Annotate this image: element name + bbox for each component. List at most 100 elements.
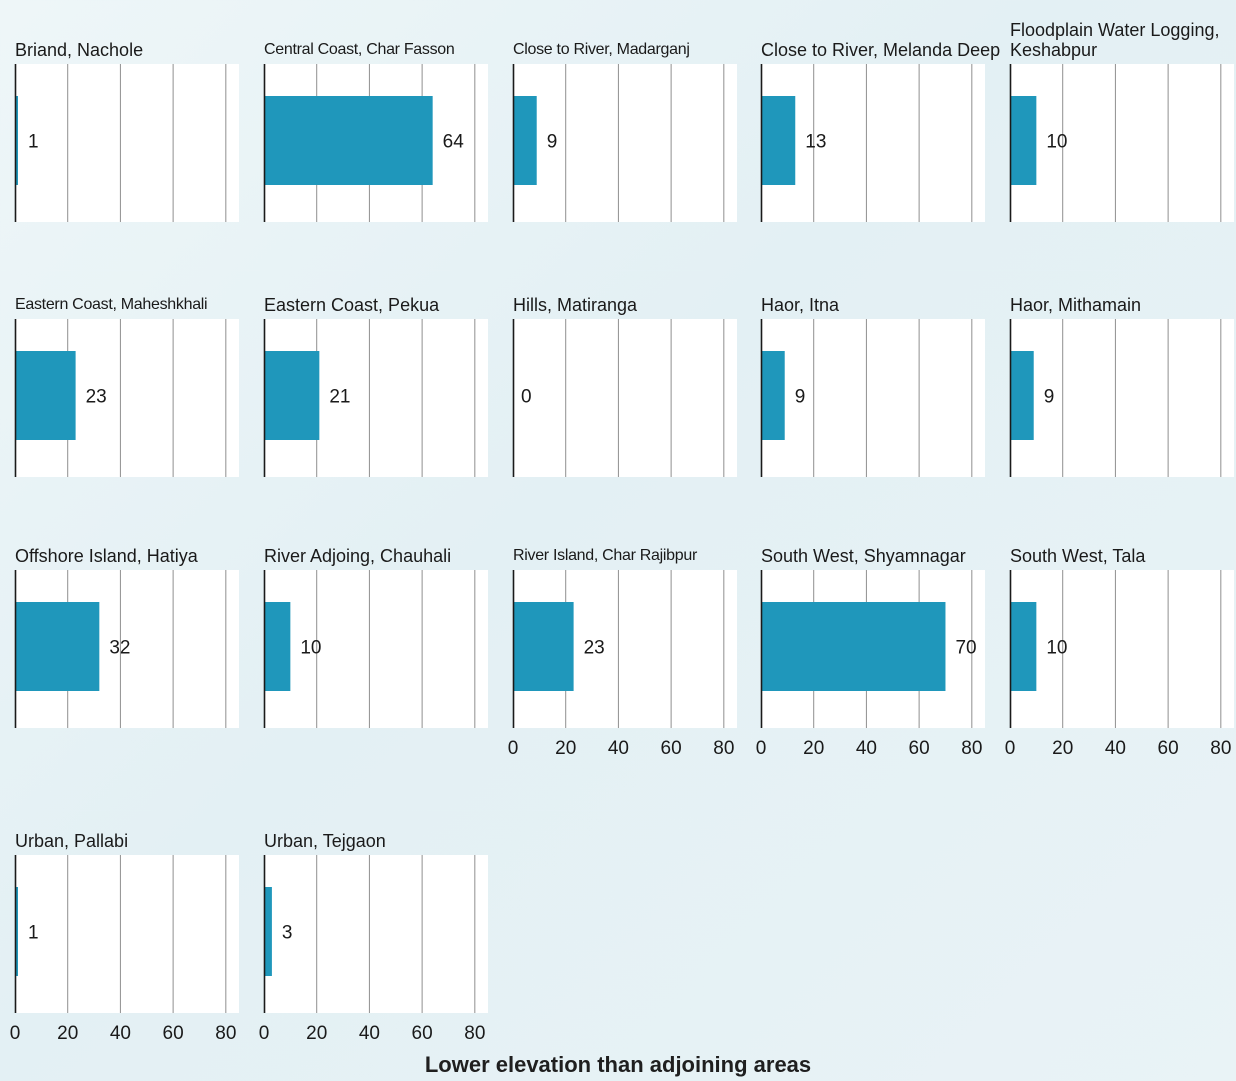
bar xyxy=(513,602,574,691)
x-tick-label: 20 xyxy=(803,738,824,759)
x-tick-label: 0 xyxy=(1005,738,1016,759)
facet-title: Close to River, Melanda Deep xyxy=(761,40,1001,60)
data-label: 10 xyxy=(1046,638,1067,659)
facet-panel: Close to River, Madarganj 9 xyxy=(512,2,757,262)
data-label: 32 xyxy=(109,638,130,659)
data-label: 13 xyxy=(805,132,826,153)
bar xyxy=(264,887,272,976)
data-label: 9 xyxy=(1044,387,1055,408)
facet-plot: 9 xyxy=(1009,319,1234,477)
facet-title: Eastern Coast, Pekua xyxy=(264,295,440,315)
bar xyxy=(761,602,946,691)
data-label: 10 xyxy=(1046,132,1067,153)
facet-title: Floodplain Water Logging, Keshabpur xyxy=(1010,20,1220,60)
x-tick-label: 40 xyxy=(110,1023,131,1044)
facet-panel: Eastern Coast, Pekua 21 xyxy=(263,257,508,517)
facet-plot: 1 xyxy=(14,64,239,222)
x-tick-label: 60 xyxy=(412,1023,433,1044)
data-label: 3 xyxy=(282,923,293,944)
facet-plot: 70 0 20 40 60 80 xyxy=(756,570,985,759)
facet-plot: 23 xyxy=(14,319,239,477)
facet-plot: 23 0 20 40 60 80 xyxy=(508,570,737,759)
bar xyxy=(15,887,18,976)
plot-background xyxy=(15,855,239,1013)
plot-background xyxy=(15,64,239,222)
facet-title: Urban, Tejgaon xyxy=(264,831,386,851)
facet-title: River Adjoing, Chauhali xyxy=(264,546,452,566)
facet-panel: South West, Shyamnagar 70 0 20 40 60 80 xyxy=(756,508,1005,768)
facet-plot: 13 xyxy=(760,64,985,222)
facet-title: Offshore Island, Hatiya xyxy=(15,546,198,566)
x-tick-label: 0 xyxy=(756,738,767,759)
data-label: 9 xyxy=(795,387,806,408)
facet-title: South West, Tala xyxy=(1010,546,1146,566)
x-tick-label: 60 xyxy=(163,1023,184,1044)
facet-title: Eastern Coast, Maheshkhali xyxy=(15,296,208,313)
x-tick-label: 40 xyxy=(1105,738,1126,759)
bar xyxy=(15,602,100,691)
facet-plot: 1 0 20 40 60 80 xyxy=(10,855,239,1044)
facet-title: Central Coast, Char Fasson xyxy=(264,41,455,58)
bar xyxy=(15,96,18,185)
plot-background xyxy=(761,64,985,222)
facet-panel: Urban, Pallabi 1 0 20 40 60 80 xyxy=(10,793,259,1053)
x-tick-label: 40 xyxy=(856,738,877,759)
facet-panel: Offshore Island, Hatiya 32 xyxy=(14,508,259,768)
facet-panel: River Adjoing, Chauhali 10 xyxy=(263,508,508,768)
plot-background xyxy=(1010,570,1234,728)
facet-title: River Island, Char Rajibpur xyxy=(513,547,697,564)
facet-title: Haor, Mithamain xyxy=(1010,295,1142,315)
facet-panel: Urban, Tejgaon 3 0 20 40 60 80 xyxy=(259,793,508,1053)
facet-plot: 32 xyxy=(14,570,239,728)
x-tick-label: 0 xyxy=(10,1023,21,1044)
data-label: 9 xyxy=(547,132,558,153)
x-tick-label: 80 xyxy=(713,738,734,759)
x-tick-label: 80 xyxy=(464,1023,485,1044)
x-tick-label: 20 xyxy=(555,738,576,759)
plot-background xyxy=(513,64,737,222)
x-tick-label: 40 xyxy=(608,738,629,759)
x-tick-label: 20 xyxy=(306,1023,327,1044)
data-label: 1 xyxy=(28,923,39,944)
facet-plot: 10 xyxy=(1009,64,1234,222)
x-tick-label: 60 xyxy=(1158,738,1179,759)
plot-background xyxy=(264,570,488,728)
data-label: 0 xyxy=(521,387,532,408)
data-label: 21 xyxy=(329,387,350,408)
facet-panel: Floodplain Water Logging, Keshabpur 10 xyxy=(1009,2,1236,262)
facet-panel: Close to River, Melanda Deep 13 xyxy=(760,2,1005,262)
data-label: 1 xyxy=(28,132,39,153)
facet-panel: Haor, Itna 9 xyxy=(760,257,1005,517)
bar xyxy=(264,351,320,440)
bar xyxy=(513,96,537,185)
data-label: 70 xyxy=(955,638,976,659)
bar xyxy=(1010,351,1034,440)
plot-background xyxy=(761,319,985,477)
plot-background xyxy=(1010,64,1234,222)
facet-title: Close to River, Madarganj xyxy=(513,41,690,58)
facet-panel: Briand, Nachole 1 xyxy=(14,2,259,262)
bar xyxy=(264,96,433,185)
x-axis-title: Lower elevation than adjoining areas xyxy=(424,1052,812,1077)
facet-panel: Central Coast, Char Fasson 64 xyxy=(263,2,508,262)
facet-plot: 3 0 20 40 60 80 xyxy=(259,855,488,1044)
facet-title: Urban, Pallabi xyxy=(15,831,129,851)
facet-plot: 64 xyxy=(263,64,488,222)
bar xyxy=(761,351,785,440)
facet-title: Haor, Itna xyxy=(761,295,840,315)
facet-panel: Eastern Coast, Maheshkhali 23 xyxy=(14,257,259,517)
bar xyxy=(15,351,76,440)
x-tick-label: 20 xyxy=(1052,738,1073,759)
x-tick-label: 80 xyxy=(961,738,982,759)
plot-background xyxy=(1010,319,1234,477)
plot-background xyxy=(513,319,737,477)
bar xyxy=(1010,602,1037,691)
x-tick-label: 40 xyxy=(359,1023,380,1044)
facet-plot: 21 xyxy=(263,319,488,477)
plot-background xyxy=(264,855,488,1013)
x-tick-label: 20 xyxy=(57,1023,78,1044)
facet-title: Hills, Matiranga xyxy=(513,295,638,315)
facet-plot: 0 xyxy=(512,319,737,477)
facet-panel: Haor, Mithamain 9 xyxy=(1009,257,1236,517)
x-tick-label: 80 xyxy=(1210,738,1231,759)
